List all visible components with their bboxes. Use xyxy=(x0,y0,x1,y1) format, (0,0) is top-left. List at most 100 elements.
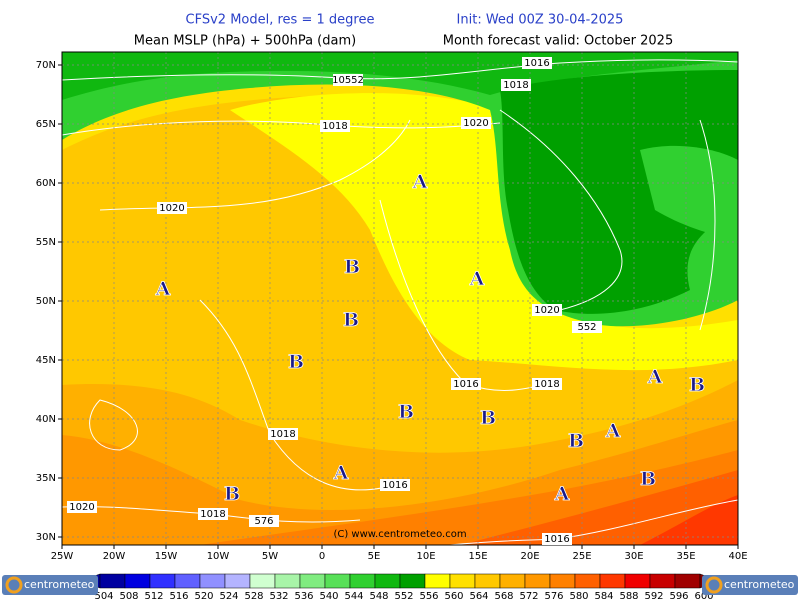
lon-label: 30E xyxy=(624,551,643,562)
lon-label: 20E xyxy=(520,551,539,562)
colorbar-box xyxy=(399,573,426,589)
contour-label-bg xyxy=(501,79,531,91)
lat-label: 60N xyxy=(36,178,56,189)
field-548-east xyxy=(640,145,738,240)
colorbar-label: 540 xyxy=(319,591,338,600)
colorbar-label: 576 xyxy=(544,591,563,600)
colorbar-label: 556 xyxy=(419,591,438,600)
fields-title: Mean MSLP (hPa) + 500hPa (dam) xyxy=(134,34,356,49)
init-title: Init: Wed 00Z 30-04-2025 xyxy=(457,13,624,28)
lon-label: 10E xyxy=(416,551,435,562)
colorbar-box xyxy=(424,573,451,589)
colorbar-label: 584 xyxy=(594,591,613,600)
lon-label: 15E xyxy=(468,551,487,562)
lat-label: 35N xyxy=(36,473,56,484)
contour-label-bg xyxy=(532,304,562,316)
colorbar-label: 564 xyxy=(469,591,488,600)
lon-label: 20W xyxy=(103,551,126,562)
valid-title: Month forecast valid: October 2025 xyxy=(443,34,673,49)
contour-label-bg xyxy=(333,74,363,86)
lon-label: 0 xyxy=(319,551,325,562)
contour-label-bg xyxy=(522,57,552,69)
pressure-center: A xyxy=(605,420,621,442)
map-frame xyxy=(61,51,739,546)
contour-label-bg xyxy=(249,515,279,527)
colorbar-box xyxy=(499,573,526,589)
colorbar-box xyxy=(299,573,326,589)
contour-label: 1018 xyxy=(270,429,295,440)
colorbar-box xyxy=(449,573,476,589)
contour-label-bg xyxy=(532,378,562,390)
colorbar-box xyxy=(599,573,626,589)
map-overlay: 10552 1016 1018 1018 1020 1020 1020 552 1016 1018… xyxy=(67,57,705,545)
colorbar-label: 504 xyxy=(94,591,113,600)
lon-label: 40E xyxy=(728,551,747,562)
colorbar-label: 588 xyxy=(619,591,638,600)
logo-icon xyxy=(705,576,723,594)
colorbar-box xyxy=(249,573,276,589)
contour-label-bg xyxy=(542,533,572,545)
pressure-center: A xyxy=(647,366,663,388)
contour-label: 10552 xyxy=(332,75,364,86)
contour-label: 1016 xyxy=(524,58,549,69)
logo-text: centrometeo xyxy=(24,578,95,591)
contour-label: 1018 xyxy=(534,379,559,390)
colorbar-box xyxy=(474,573,501,589)
pressure-center: A xyxy=(554,483,570,505)
contour-label-bg xyxy=(461,117,491,129)
lon-label: 25W xyxy=(51,551,74,562)
contour-label-bg xyxy=(320,120,350,132)
colorbar-label: 508 xyxy=(119,591,138,600)
contour-label-bg xyxy=(572,321,602,333)
colorbar-box xyxy=(124,573,151,589)
lon-label: 25E xyxy=(572,551,591,562)
colorbar-box xyxy=(149,573,176,589)
colorbar-box xyxy=(324,573,351,589)
lat-label: 55N xyxy=(36,237,56,248)
colorbar-box xyxy=(224,573,251,589)
contour-label-bg xyxy=(67,501,97,513)
pressure-center: A xyxy=(155,278,171,300)
lat-label: 65N xyxy=(36,119,56,130)
colorbar-box xyxy=(99,573,126,589)
contour-label-bg xyxy=(268,428,298,440)
pressure-center: B xyxy=(344,256,360,278)
lat-label: 70N xyxy=(36,60,56,71)
pressure-center: B xyxy=(224,483,240,505)
colorbar-box xyxy=(374,573,401,589)
contour-label-bg xyxy=(157,202,187,214)
contour-label-bg xyxy=(380,479,410,491)
field-580 xyxy=(640,495,738,545)
colorbar-box xyxy=(649,573,676,589)
colorbar-box xyxy=(524,573,551,589)
colorbar-box xyxy=(174,573,201,589)
field-548-dark xyxy=(62,52,738,100)
field-544 xyxy=(500,70,738,314)
logo-box xyxy=(2,575,98,595)
field-552 xyxy=(230,93,738,371)
map-fill xyxy=(62,52,738,545)
colorbar-box xyxy=(624,573,651,589)
colorbar-label: 512 xyxy=(144,591,163,600)
contour-label: 1020 xyxy=(463,118,488,129)
contour-label: 1018 xyxy=(322,121,347,132)
contour-label: 1020 xyxy=(69,502,94,513)
colorbar-label: 532 xyxy=(269,591,288,600)
contour-label: 1016 xyxy=(544,534,569,545)
pressure-center: B xyxy=(480,407,496,429)
lon-label: 10W xyxy=(207,551,230,562)
colorbar-box xyxy=(199,573,226,589)
logo-box xyxy=(702,575,798,595)
contour-label: 1020 xyxy=(159,203,184,214)
contour-label: 1018 xyxy=(503,80,528,91)
lon-label: 5W xyxy=(262,551,278,562)
colorbar-box xyxy=(574,573,601,589)
lat-label: 30N xyxy=(36,532,56,543)
contour-label-bg xyxy=(451,378,481,390)
colorbar-label: 552 xyxy=(394,591,413,600)
logo-icon xyxy=(5,576,23,594)
colorbar-label: 580 xyxy=(569,591,588,600)
contour-label-bg xyxy=(198,508,228,520)
colorbar-label: 568 xyxy=(494,591,513,600)
colorbar-label: 600 xyxy=(694,591,713,600)
